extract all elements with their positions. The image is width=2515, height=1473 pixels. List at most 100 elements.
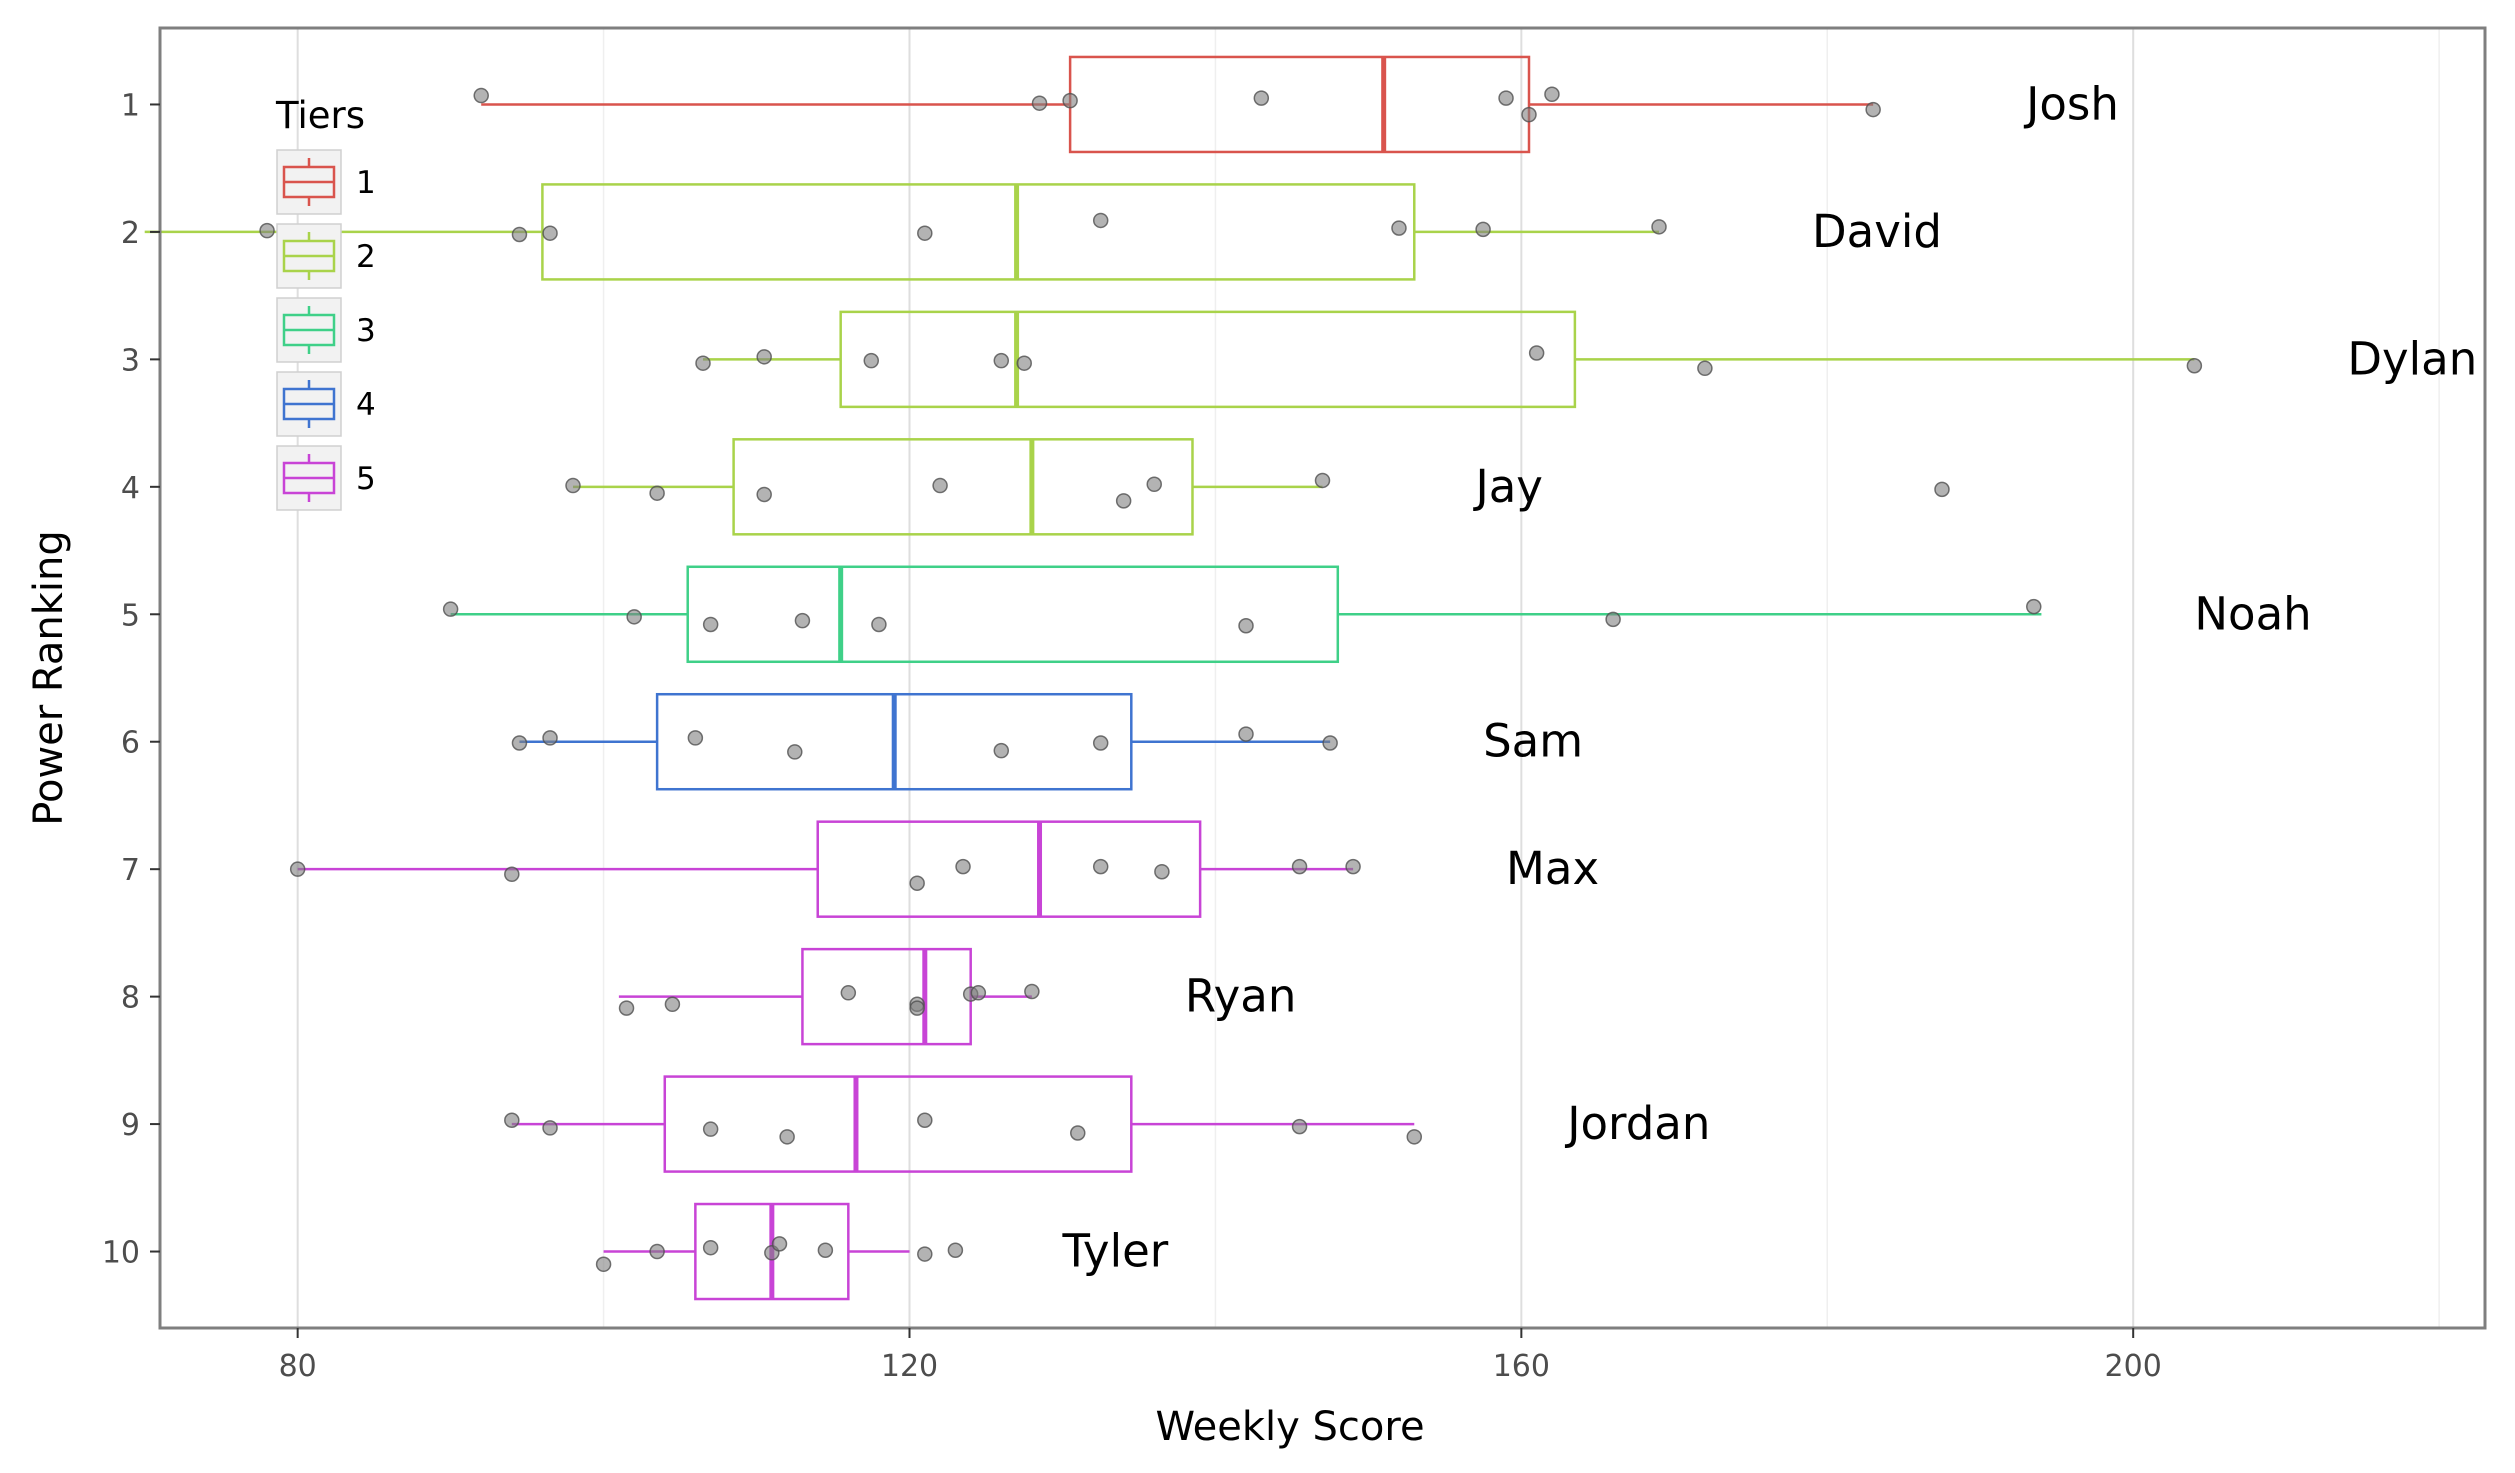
data-point bbox=[664, 996, 681, 1013]
data-point bbox=[1345, 858, 1361, 875]
grid-layer bbox=[296, 28, 2440, 1328]
data-point bbox=[259, 222, 275, 239]
data-point bbox=[840, 985, 857, 1001]
y-tick-label: 2 bbox=[121, 216, 140, 251]
data-point bbox=[695, 355, 711, 371]
x-tick-label: 120 bbox=[881, 1349, 938, 1384]
data-point bbox=[932, 477, 948, 494]
data-point bbox=[702, 1121, 719, 1137]
data-point bbox=[649, 1243, 665, 1260]
data-point bbox=[909, 875, 925, 891]
data-point bbox=[779, 1129, 795, 1145]
legend-label: 2 bbox=[356, 239, 376, 275]
data-point bbox=[794, 612, 811, 629]
data-point bbox=[756, 349, 772, 365]
data-point bbox=[917, 1112, 933, 1129]
boxplot-sam bbox=[519, 692, 1331, 791]
data-point bbox=[817, 1242, 834, 1259]
legend-label: 5 bbox=[356, 461, 376, 497]
data-point bbox=[1092, 212, 1109, 229]
x-tick-label: 80 bbox=[279, 1349, 317, 1384]
data-point bbox=[2026, 598, 2042, 615]
data-point bbox=[1291, 1118, 1308, 1135]
y-tick-label: 4 bbox=[121, 471, 140, 506]
legend-item-tier-3: 3 bbox=[276, 297, 376, 363]
x-axis-ticks: 80 120 160 200 bbox=[279, 1328, 2162, 1384]
data-point bbox=[595, 1256, 612, 1273]
data-point bbox=[1475, 221, 1491, 238]
player-name-label: David bbox=[1812, 205, 1942, 258]
data-point bbox=[917, 1246, 933, 1262]
name-label-layer: Josh David Dylan Jay Noah Sam Max Ryan Jordan Tyl… bbox=[1061, 77, 2477, 1277]
iqr-box bbox=[732, 438, 1194, 536]
data-point bbox=[542, 1120, 558, 1136]
data-point bbox=[1253, 90, 1270, 106]
data-point bbox=[542, 225, 558, 241]
data-point bbox=[1154, 863, 1170, 880]
data-point bbox=[1146, 476, 1162, 493]
data-point bbox=[1934, 481, 1950, 498]
iqr-box bbox=[686, 565, 1340, 664]
data-point bbox=[1498, 90, 1514, 106]
data-point bbox=[955, 858, 971, 875]
point-layer bbox=[259, 86, 2203, 1273]
legend-item-tier-1: 1 bbox=[276, 149, 376, 215]
legend: Tiers 1 2 3 4 5 bbox=[275, 94, 376, 511]
data-point bbox=[2186, 357, 2203, 374]
data-point bbox=[1238, 726, 1254, 742]
data-point bbox=[1024, 983, 1040, 1000]
data-point bbox=[626, 609, 642, 625]
plot-panel-border bbox=[158, 26, 2487, 1330]
data-point bbox=[993, 742, 1010, 759]
data-point bbox=[511, 226, 528, 243]
data-point bbox=[1544, 86, 1560, 103]
data-point bbox=[542, 730, 558, 746]
data-point bbox=[1238, 617, 1254, 634]
y-tick-label: 7 bbox=[121, 853, 140, 888]
boxplot-jordan bbox=[511, 1075, 1415, 1173]
data-point bbox=[947, 1242, 964, 1259]
data-point bbox=[649, 485, 665, 501]
data-point bbox=[1605, 611, 1621, 628]
y-tick-label: 1 bbox=[121, 88, 140, 123]
data-point bbox=[787, 744, 803, 760]
boxplot-david bbox=[144, 183, 1660, 281]
data-point bbox=[1092, 735, 1109, 751]
player-name-label: Sam bbox=[1483, 715, 1583, 768]
x-axis-title: Weekly Score bbox=[1155, 1404, 1424, 1450]
y-tick-label: 8 bbox=[121, 981, 140, 1016]
data-point bbox=[917, 225, 933, 241]
data-point bbox=[1016, 355, 1032, 371]
legend-item-tier-5: 5 bbox=[276, 445, 376, 511]
player-name-label: Josh bbox=[2023, 77, 2119, 130]
data-point bbox=[970, 985, 987, 1001]
data-point bbox=[1697, 360, 1713, 377]
y-tick-label: 6 bbox=[121, 726, 140, 761]
data-point bbox=[1391, 220, 1407, 236]
data-point bbox=[1115, 493, 1132, 509]
data-point bbox=[1651, 219, 1667, 235]
legend-item-tier-4: 4 bbox=[276, 371, 376, 437]
player-name-label: Max bbox=[1506, 842, 1599, 895]
data-point bbox=[771, 1236, 788, 1252]
boxplot-dylan bbox=[703, 310, 2195, 409]
legend-title: Tiers bbox=[275, 94, 365, 137]
data-point bbox=[702, 1239, 719, 1256]
plot-background bbox=[160, 28, 2485, 1328]
legend-label: 1 bbox=[356, 165, 376, 201]
data-point bbox=[909, 1000, 925, 1016]
y-axis-title: Power Ranking bbox=[26, 530, 72, 825]
y-tick-label: 3 bbox=[121, 343, 140, 378]
data-point bbox=[1070, 1125, 1086, 1141]
iqr-box bbox=[663, 1075, 1133, 1173]
y-tick-label: 9 bbox=[121, 1108, 140, 1143]
data-point bbox=[993, 352, 1010, 369]
player-name-label: Tyler bbox=[1061, 1225, 1168, 1278]
data-point bbox=[1322, 735, 1338, 751]
data-point bbox=[871, 616, 887, 633]
data-point bbox=[618, 1000, 635, 1016]
boxplot-noah bbox=[450, 565, 2042, 664]
iqr-box bbox=[839, 310, 1577, 409]
data-point bbox=[504, 1112, 520, 1129]
